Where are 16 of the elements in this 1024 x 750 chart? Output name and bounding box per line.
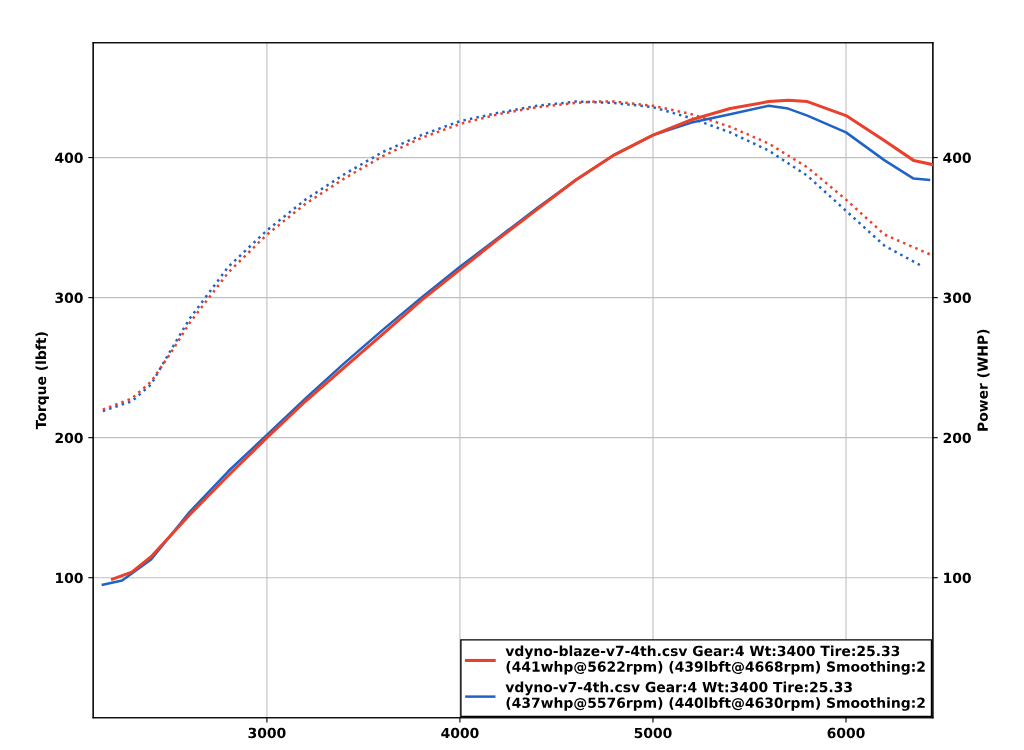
y2-tick-label: 100 xyxy=(944,572,971,584)
y-tick-label: 200 xyxy=(55,432,83,444)
y-tick-label: 100 xyxy=(56,572,83,584)
x-tick-label: 5000 xyxy=(634,727,672,739)
legend-label: vdyno-v7-4th.csv Gear:4 Wt:3400 Tire:25.33 (437whp@5576rpm) (440lbft@4630rpm) Smoothing:2 xyxy=(505,681,925,711)
y-tick-label: 400 xyxy=(55,152,83,164)
y2-tick-label: 300 xyxy=(943,292,971,304)
x-tick-label: 6000 xyxy=(827,727,865,739)
y2-tick-label: 200 xyxy=(943,432,971,444)
legend-label: vdyno-blaze-v7-4th.csv Gear:4 Wt:3400 Tire:25.33 (441whp@5622rpm) (439lbft@4668rpm) Smoothing:2 xyxy=(505,645,925,675)
y-tick-label: 300 xyxy=(55,292,83,304)
y2-axis-title: Power (WHP) xyxy=(977,329,990,431)
y2-tick-label: 400 xyxy=(943,152,971,164)
x-tick-label: 4000 xyxy=(441,727,479,739)
x-tick-label: 3000 xyxy=(248,727,286,739)
y-axis-title: Torque (lbft) xyxy=(35,332,49,430)
